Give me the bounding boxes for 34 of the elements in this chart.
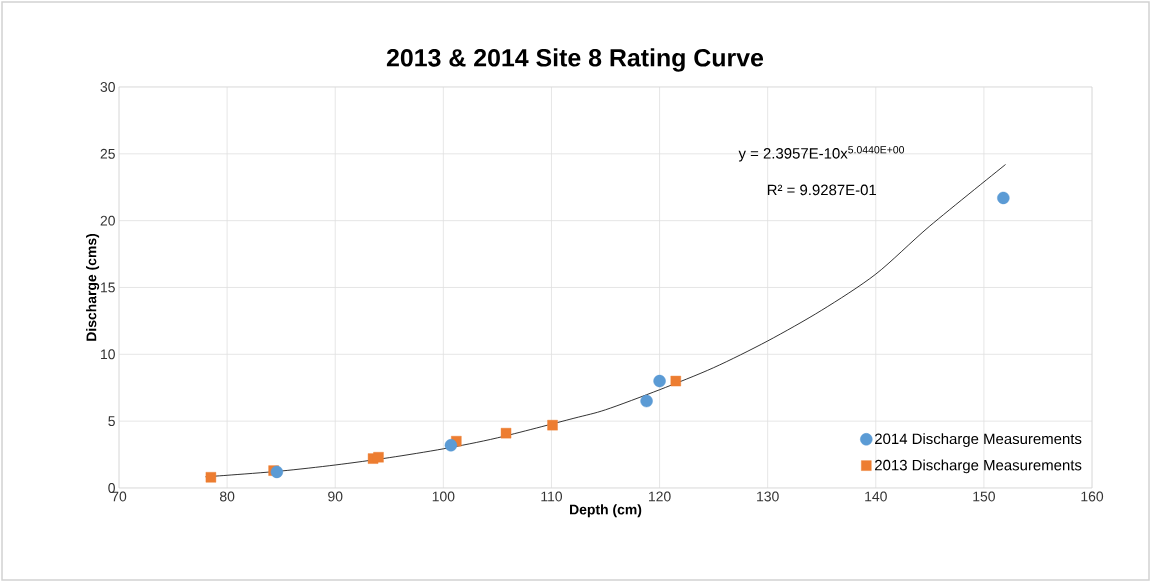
y-tick-label: 25	[100, 148, 115, 159]
x-tick-label: 90	[328, 491, 343, 502]
y-tick-label: 0	[108, 483, 115, 493]
x-tick-label: 150	[973, 491, 995, 502]
y-tick-label: 5	[108, 416, 115, 427]
y-axis-title: Discharge (cms)	[86, 233, 100, 341]
x-tick-label: 130	[757, 491, 779, 502]
x-tick-label: 120	[648, 491, 671, 502]
y-tick-label: 30	[100, 82, 115, 92]
chart-title: 2013 & 2014 Site 8 Rating Curve	[386, 48, 764, 72]
point	[205, 472, 217, 483]
x-axis-title: Depth (cm)	[570, 504, 642, 518]
point	[640, 394, 653, 408]
x-tick-label: 80	[219, 491, 235, 502]
point	[653, 374, 666, 388]
point	[547, 419, 558, 431]
point	[373, 452, 384, 463]
point	[997, 191, 1010, 205]
x-tick-label: 110	[541, 491, 563, 502]
y-tick-label: 15	[101, 282, 115, 293]
legend-label: 2013 Discharge Measurements	[875, 459, 1082, 474]
x-tick-label: 70	[111, 491, 127, 502]
x-tick-label: 140	[865, 491, 887, 502]
point	[270, 465, 284, 479]
point	[444, 439, 458, 452]
point	[670, 375, 681, 387]
annotation: y = 2.3957E-10x$^{5.0440E+00}$	[738, 146, 905, 162]
y-tick-label: 20	[100, 215, 115, 226]
legend-label: 2014 Discharge Measurements	[875, 433, 1082, 448]
point	[500, 427, 512, 439]
x-tick-label: 100	[432, 491, 455, 502]
y-tick-label: 10	[101, 349, 115, 360]
x-tick-label: 160	[1081, 491, 1104, 502]
annotation: R² = 9.9287E-01	[767, 184, 877, 196]
